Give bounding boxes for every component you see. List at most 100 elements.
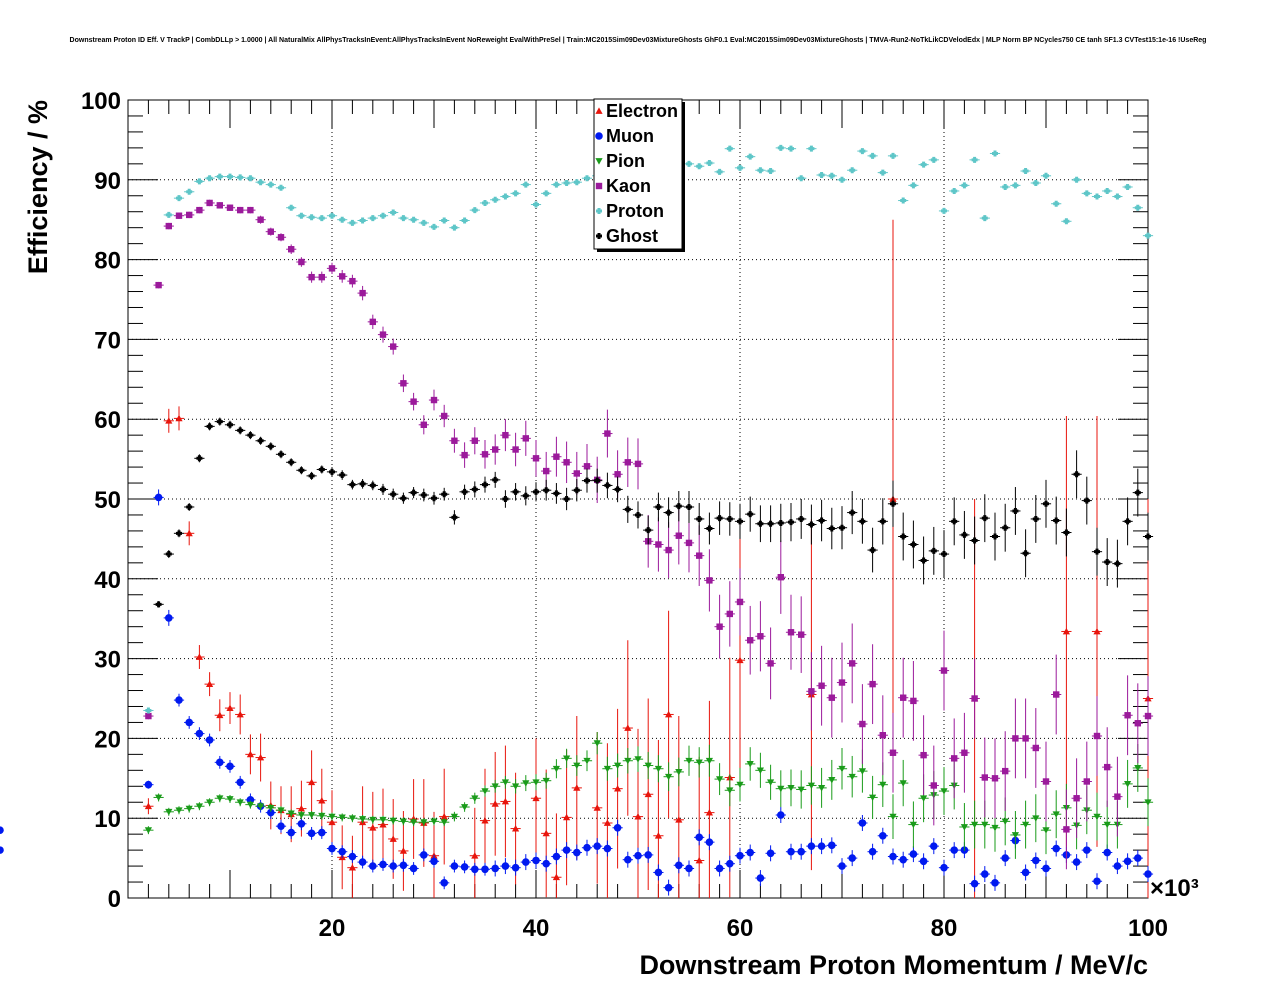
data-point [144, 802, 152, 810]
data-point [297, 819, 306, 828]
y-axis-label: Efficiency / % [23, 100, 53, 274]
data-point [706, 525, 713, 532]
data-point [512, 488, 519, 495]
data-point [0, 846, 4, 854]
data-point [849, 167, 856, 174]
data-point [431, 495, 437, 502]
data-point [216, 202, 223, 209]
data-point [196, 455, 203, 462]
data-point [624, 724, 632, 731]
data-point [715, 864, 724, 873]
data-point [216, 418, 223, 425]
data-point [543, 467, 550, 475]
data-point [441, 217, 448, 224]
data-point [288, 204, 295, 211]
data-point [817, 842, 826, 850]
data-point [176, 195, 182, 202]
data-point [951, 755, 958, 762]
data-point [308, 214, 315, 221]
data-point [553, 490, 560, 497]
data-point [237, 427, 244, 434]
data-point [267, 228, 274, 235]
data-point [696, 163, 703, 170]
data-point [909, 850, 918, 858]
data-point [533, 488, 539, 495]
data-point [175, 696, 183, 704]
data-point [328, 265, 336, 272]
data-point [716, 168, 723, 175]
data-point [767, 520, 774, 527]
data-point [1032, 856, 1040, 865]
data-point [349, 277, 356, 285]
data-point [348, 815, 356, 822]
data-point [797, 847, 805, 856]
data-point [144, 780, 153, 789]
data-point [787, 847, 795, 856]
data-point [940, 667, 948, 674]
data-point [818, 517, 825, 524]
data-point [736, 781, 744, 789]
data-point [736, 851, 744, 860]
data-point [533, 201, 539, 208]
data-point [247, 206, 254, 214]
data-point [185, 529, 193, 537]
data-point [165, 614, 173, 622]
data-point [654, 765, 662, 773]
data-point [298, 212, 305, 219]
data-point [593, 740, 601, 747]
data-point [236, 710, 244, 718]
data-point [869, 152, 876, 159]
data-point [992, 533, 998, 540]
data-point [696, 552, 703, 559]
data-point [461, 451, 468, 459]
data-point [471, 437, 478, 444]
data-point [277, 234, 285, 241]
data-point [1022, 821, 1030, 829]
data-point [941, 207, 947, 214]
data-point [532, 856, 540, 865]
data-point [675, 503, 682, 510]
data-point [706, 160, 713, 167]
data-point [900, 197, 907, 204]
data-point [1083, 846, 1091, 854]
data-point [399, 861, 408, 870]
data-point [950, 846, 958, 854]
legend-box [593, 98, 683, 250]
data-point [227, 173, 233, 180]
data-point [175, 414, 183, 422]
y-tick-label: 50 [94, 487, 121, 514]
data-point [1093, 877, 1101, 886]
legend-marker [595, 158, 603, 165]
data-point [869, 794, 877, 802]
data-point [359, 289, 366, 297]
x-tick-label: 40 [523, 915, 550, 942]
data-point [971, 695, 978, 702]
data-point [716, 623, 723, 630]
data-point [379, 331, 387, 338]
data-point [460, 863, 469, 871]
data-point [1144, 712, 1152, 720]
data-point [868, 847, 877, 856]
data-point [971, 821, 979, 829]
data-point [573, 487, 580, 494]
data-point [257, 437, 264, 444]
data-point [930, 842, 938, 850]
data-point [451, 224, 458, 231]
data-point [1002, 524, 1009, 531]
data-point [420, 819, 428, 826]
data-point [440, 879, 449, 887]
data-point [236, 778, 244, 787]
data-point [399, 818, 407, 825]
data-point [920, 751, 927, 759]
data-point [359, 816, 367, 823]
data-point [890, 152, 896, 159]
data-point [869, 547, 876, 554]
data-point [318, 273, 325, 281]
data-point [329, 468, 335, 475]
data-point [685, 864, 693, 873]
data-point [1104, 763, 1111, 771]
data-point [257, 216, 264, 223]
data-point [1144, 799, 1152, 806]
data-point [482, 481, 488, 488]
